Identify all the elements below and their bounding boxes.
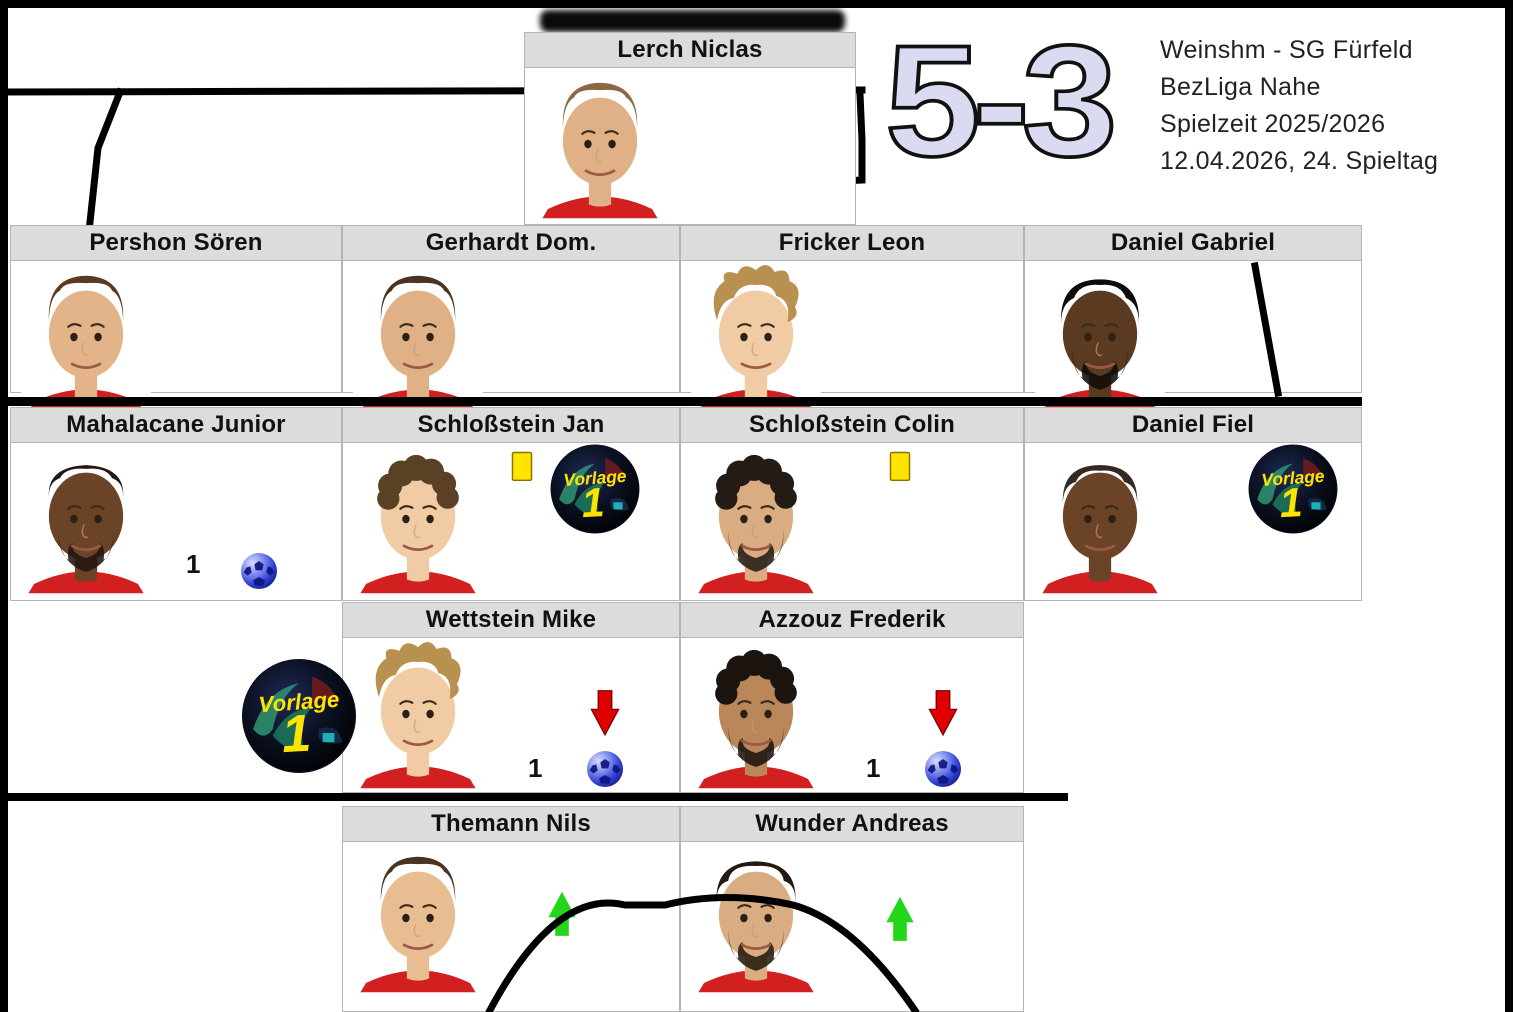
svg-text:1: 1 bbox=[580, 479, 605, 526]
svg-text:1: 1 bbox=[1278, 479, 1303, 526]
svg-text:1: 1 bbox=[280, 705, 312, 764]
